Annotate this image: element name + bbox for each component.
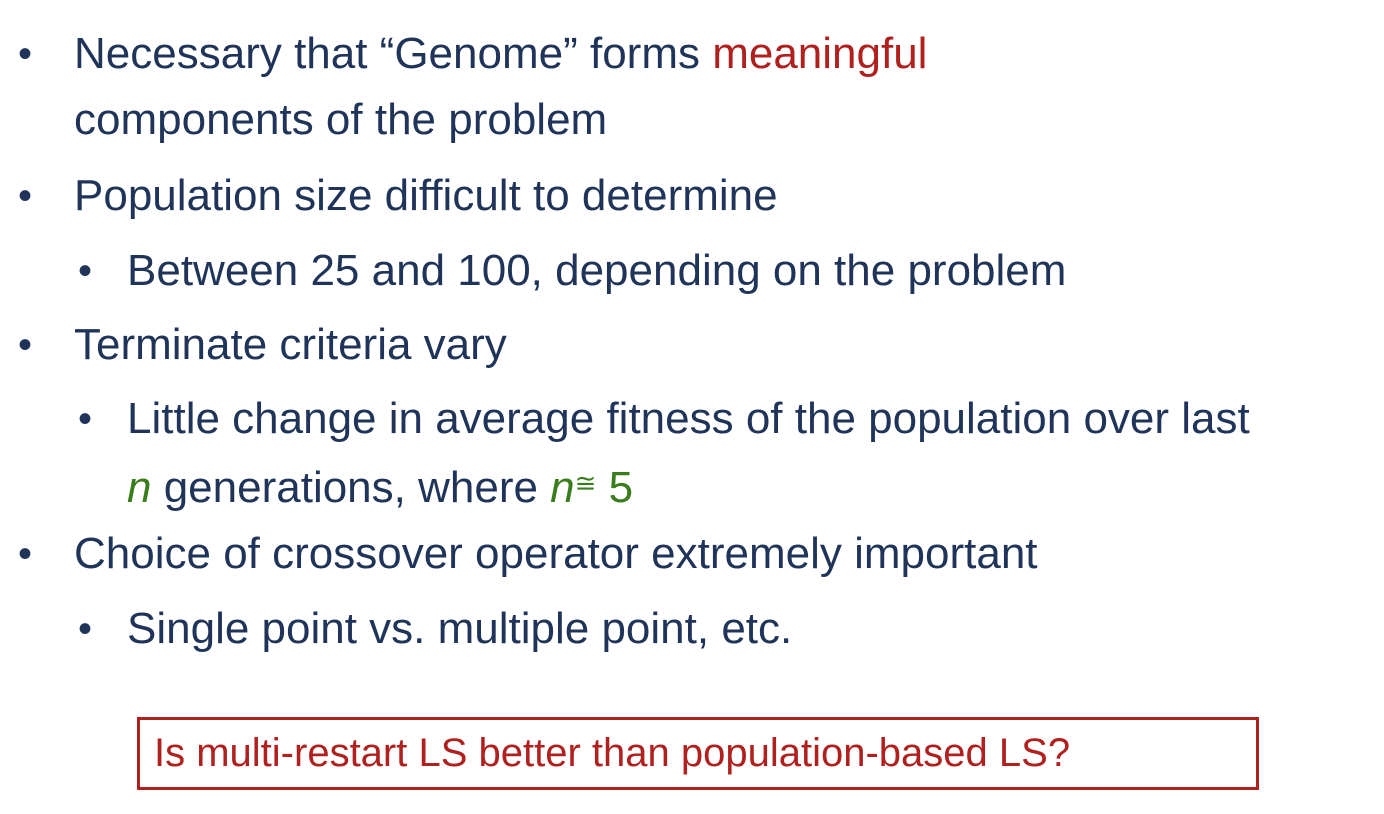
sub-bullet-dot: • [78,249,93,293]
meaningful-highlight: meaningful [712,29,928,78]
bullet-3: Terminate criteria vary [74,320,507,369]
sub-bullet-dot: • [78,607,93,651]
bullet-3-sub-1-line-2: n generations, where n≅ 5 [127,450,633,521]
bullet-1-line-2: components of the problem [74,95,608,144]
variable-n: n [127,463,152,512]
bullet-dot: • [18,323,33,367]
bullet-4: Choice of crossover operator extremely i… [74,529,1038,578]
variable-n: n [550,463,575,512]
value-five: 5 [596,463,634,512]
bullet-2-sub-1: Between 25 and 100, depending on the pro… [127,246,1067,295]
sub-bullet-dot: • [78,397,93,441]
question-callout-box: Is multi-restart LS better than populati… [137,717,1259,790]
bullet-4-sub-1: Single point vs. multiple point, etc. [127,604,793,653]
bullet-2: Population size difficult to determine [74,171,778,220]
generations-text: generations, where [151,463,551,512]
bullet-dot: • [18,32,33,76]
bullet-dot: • [18,174,33,218]
question-callout-text: Is multi-restart LS better than populati… [154,731,1071,775]
bullet-dot: • [18,532,33,576]
bullet-3-sub-1-line-1: Little change in average fitness of the … [127,394,1250,443]
approx-symbol: ≅ [574,468,597,498]
bullet-1-text: Necessary that “Genome” forms [74,29,713,78]
bullet-1-line-1: Necessary that “Genome” forms meaningful [74,21,927,87]
